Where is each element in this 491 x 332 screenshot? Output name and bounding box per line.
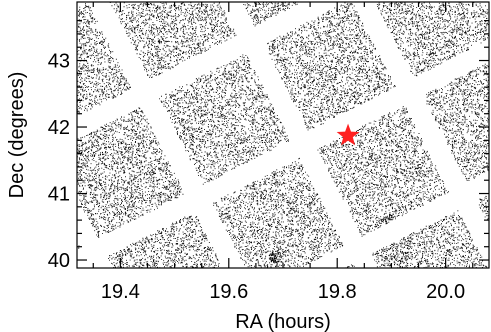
highlight-layer [336,123,360,146]
star-points [77,2,489,268]
axis-ticks [77,2,489,268]
y-tick-label: 40 [48,250,70,272]
y-axis-label: Dec (degrees) [6,72,28,199]
x-tick-label: 19.6 [209,281,248,303]
x-tick-label: 19.8 [318,281,357,303]
data-points [77,2,489,268]
x-tick-labels: 19.4 19.6 19.8 20.0 [101,281,465,303]
x-axis-label: RA (hours) [235,311,331,332]
x-tick-label: 20.0 [426,281,465,303]
y-tick-label: 43 [48,51,70,73]
x-tick-label: 19.4 [101,281,140,303]
target-star-icon [336,123,360,146]
y-tick-label: 41 [48,184,70,206]
y-tick-labels: 40 41 42 43 [48,51,70,272]
y-tick-label: 42 [48,117,70,139]
